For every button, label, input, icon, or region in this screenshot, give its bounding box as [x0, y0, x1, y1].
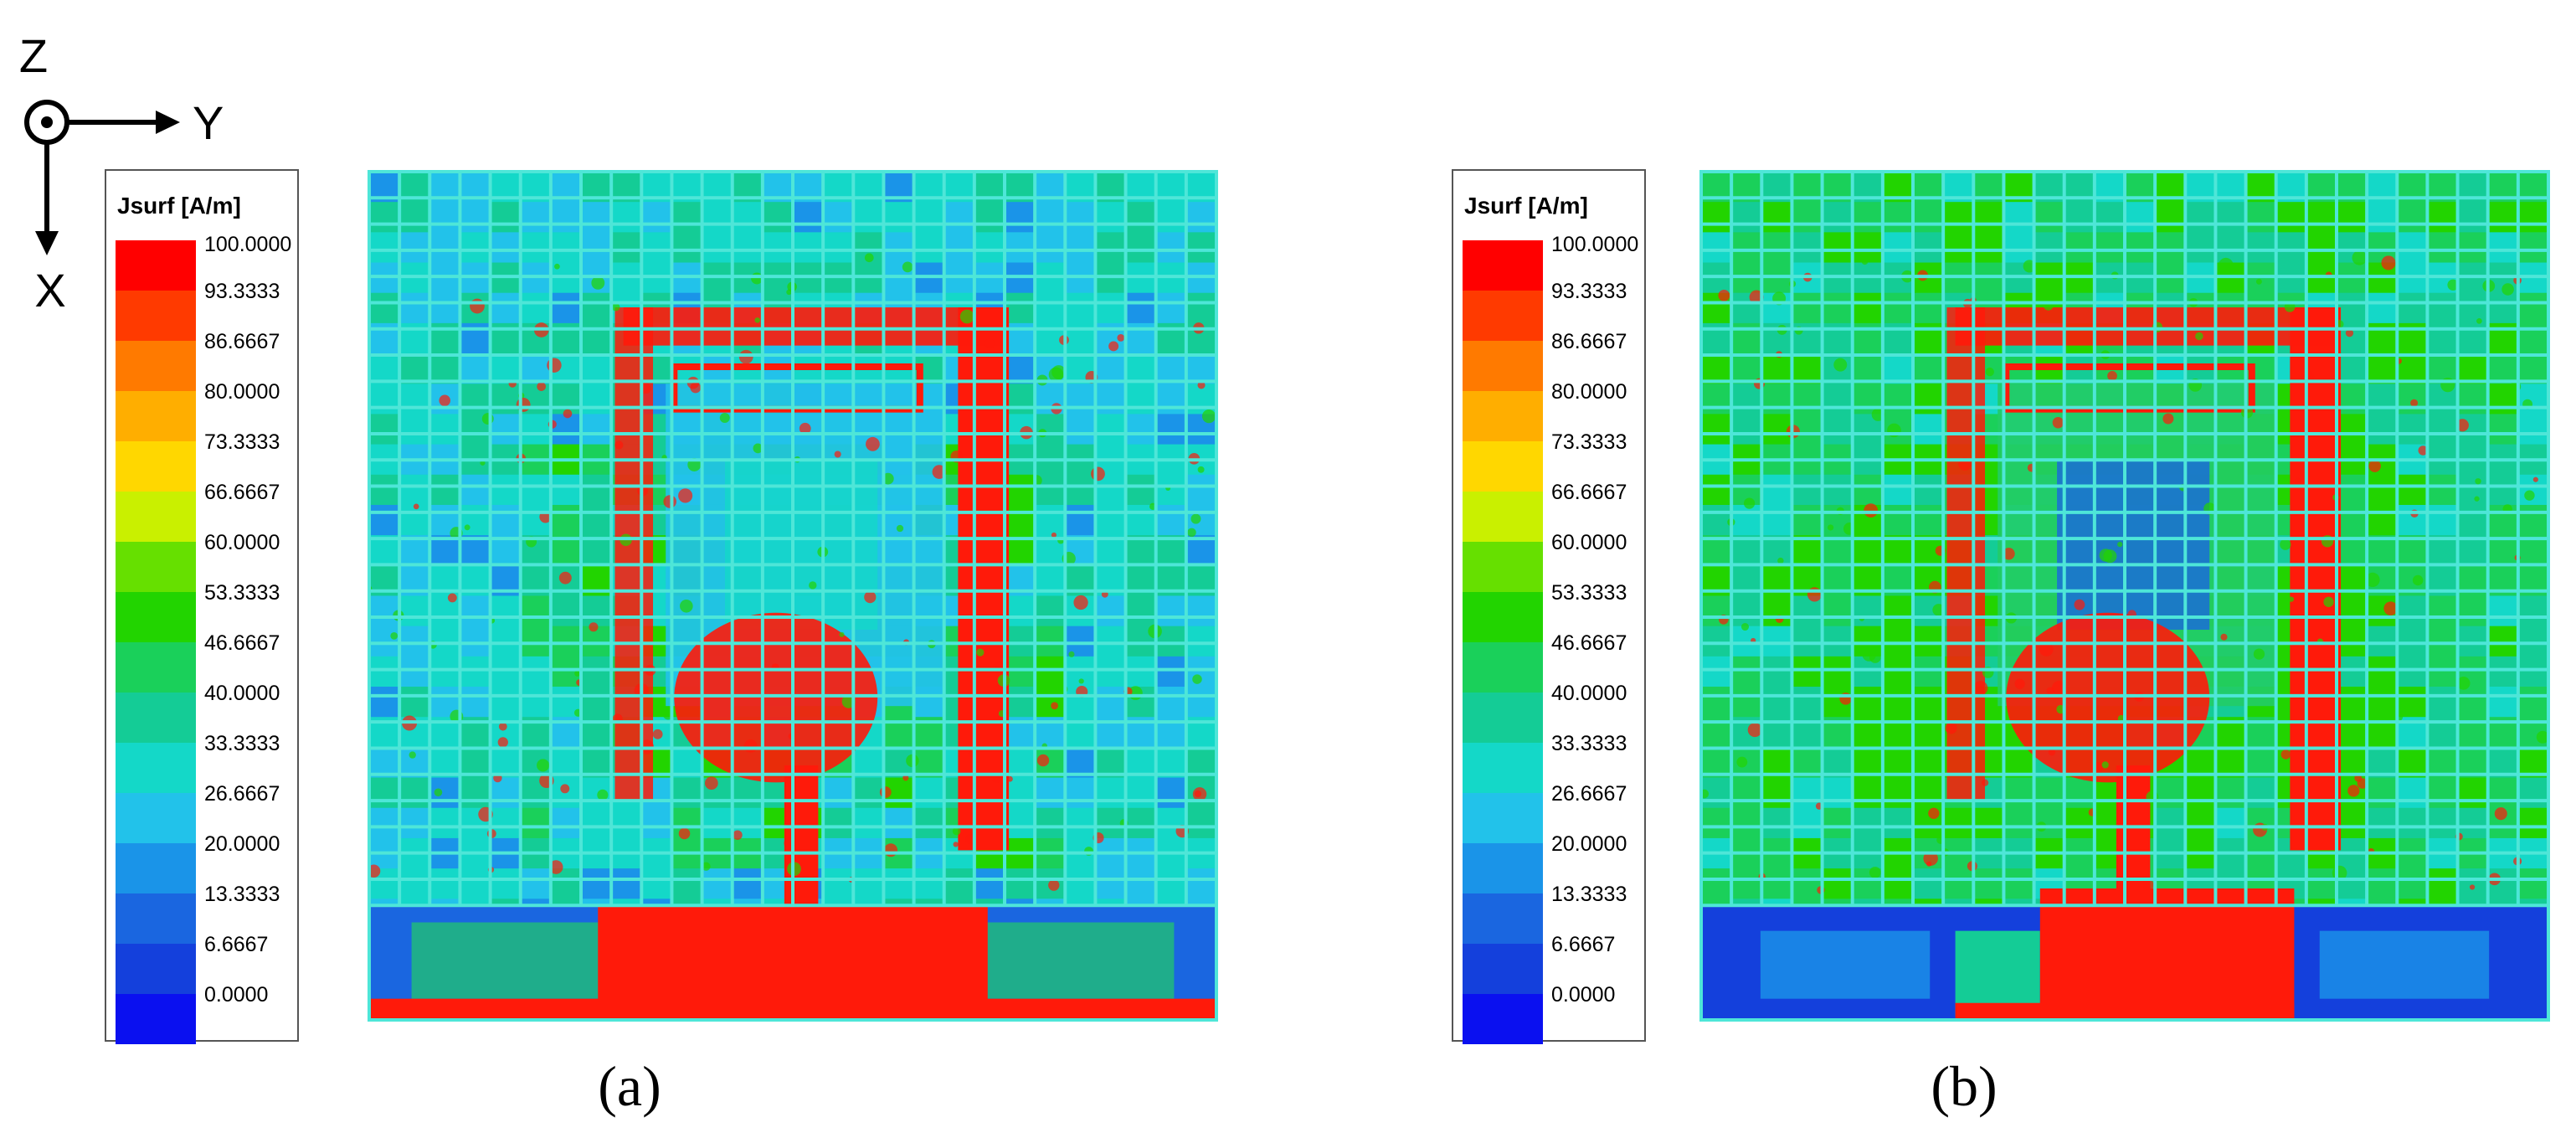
- legend-tick-label: 66.6667: [1551, 481, 1627, 504]
- legend-tick-label: 40.0000: [204, 682, 280, 705]
- legend-swatch: [1463, 391, 1543, 441]
- legend-swatch: [116, 793, 196, 843]
- legend-tick-label: 100.0000: [204, 233, 291, 256]
- legend-tick-label: 33.3333: [204, 732, 280, 755]
- legend-swatch: [116, 441, 196, 492]
- legend-tick-label: 100.0000: [1551, 233, 1638, 256]
- legend-swatch: [116, 240, 196, 291]
- legend-tick-label: 33.3333: [1551, 732, 1627, 755]
- legend-tick-label: 0.0000: [1551, 983, 1615, 1007]
- legend-swatch: [116, 291, 196, 341]
- field-plot-a: [368, 170, 1218, 1022]
- legend-tick-label: 20.0000: [204, 832, 280, 856]
- legend-swatch: [1463, 994, 1543, 1044]
- mesh-grid: [369, 172, 1216, 908]
- legend-swatch: [1463, 291, 1543, 341]
- legend-swatch: [116, 693, 196, 743]
- legend-swatch: [116, 944, 196, 994]
- legend-swatch: [1463, 693, 1543, 743]
- legend-swatch: [1463, 843, 1543, 893]
- legend-tick-label: 40.0000: [1551, 682, 1627, 705]
- axis-triad: Z Y X: [19, 29, 224, 317]
- legend-swatch: [1463, 893, 1543, 944]
- caption-b: (b): [1931, 1054, 1997, 1118]
- legend-title: Jsurf [A/m]: [117, 193, 241, 219]
- legend-tick-label: 0.0000: [204, 983, 268, 1007]
- legend-tick-label: 93.3333: [204, 280, 280, 303]
- legend-tick-label: 60.0000: [204, 531, 280, 554]
- y-arrowhead-icon: [156, 111, 180, 134]
- legend-tick-label: 26.6667: [1551, 782, 1627, 806]
- y-axis-label: Y: [193, 96, 224, 149]
- legend-swatch: [1463, 944, 1543, 994]
- z-dot-icon: [41, 116, 53, 128]
- legend-tick-label: 26.6667: [204, 782, 280, 806]
- x-axis-label: X: [34, 264, 65, 317]
- legend-tick-label: 86.6667: [1551, 330, 1627, 353]
- legend-swatch: [116, 542, 196, 592]
- legend-tick-label: 13.3333: [204, 883, 280, 906]
- mesh-grid: [1701, 172, 2548, 908]
- legend-swatch: [1463, 592, 1543, 642]
- legend-tick-label: 80.0000: [204, 380, 280, 404]
- legend-tick-label: 6.6667: [204, 933, 268, 956]
- legend-tick-label: 73.3333: [1551, 430, 1627, 454]
- legend-swatch: [1463, 793, 1543, 843]
- legend-tick-label: 93.3333: [1551, 280, 1627, 303]
- legend-swatch: [1463, 341, 1543, 391]
- field-plot-b: [1699, 170, 2550, 1022]
- legend-swatch: [116, 642, 196, 693]
- legend-tick-label: 46.6667: [204, 631, 280, 655]
- colorbar-legend-a: Jsurf [A/m] 100.0000 93.3333 86.6667 80.0000…: [105, 169, 299, 1044]
- legend-swatch: [1463, 743, 1543, 793]
- legend-swatch: [1463, 542, 1543, 592]
- legend-tick-label: 60.0000: [1551, 531, 1627, 554]
- legend-tick-label: 6.6667: [1551, 933, 1615, 956]
- legend-tick-label: 46.6667: [1551, 631, 1627, 655]
- z-axis-label: Z: [19, 29, 48, 82]
- colorbar-legend-b: Jsurf [A/m] 100.0000 93.3333 86.6667 80.0000…: [1452, 169, 1646, 1044]
- legend-swatch: [1463, 441, 1543, 492]
- plot-frame: [1699, 170, 2550, 1022]
- x-arrowhead-icon: [35, 231, 59, 255]
- legend-title: Jsurf [A/m]: [1464, 193, 1588, 219]
- legend-swatch: [1463, 240, 1543, 291]
- plot-frame: [368, 170, 1218, 1022]
- legend-swatch: [116, 592, 196, 642]
- legend-swatch: [116, 341, 196, 391]
- legend-tick-label: 73.3333: [204, 430, 280, 454]
- legend-swatch: [116, 843, 196, 893]
- legend-tick-label: 53.3333: [1551, 581, 1627, 605]
- legend-tick-label: 80.0000: [1551, 380, 1627, 404]
- legend-swatch: [116, 391, 196, 441]
- legend-tick-label: 66.6667: [204, 481, 280, 504]
- legend-tick-label: 20.0000: [1551, 832, 1627, 856]
- legend-swatch: [116, 743, 196, 793]
- legend-swatch: [1463, 642, 1543, 693]
- legend-tick-label: 13.3333: [1551, 883, 1627, 906]
- legend-tick-label: 53.3333: [204, 581, 280, 605]
- caption-a: (a): [598, 1054, 661, 1118]
- legend-swatch: [1463, 492, 1543, 542]
- legend-swatch: [116, 994, 196, 1044]
- legend-swatch: [116, 893, 196, 944]
- legend-tick-label: 86.6667: [204, 330, 280, 353]
- legend-swatch: [116, 492, 196, 542]
